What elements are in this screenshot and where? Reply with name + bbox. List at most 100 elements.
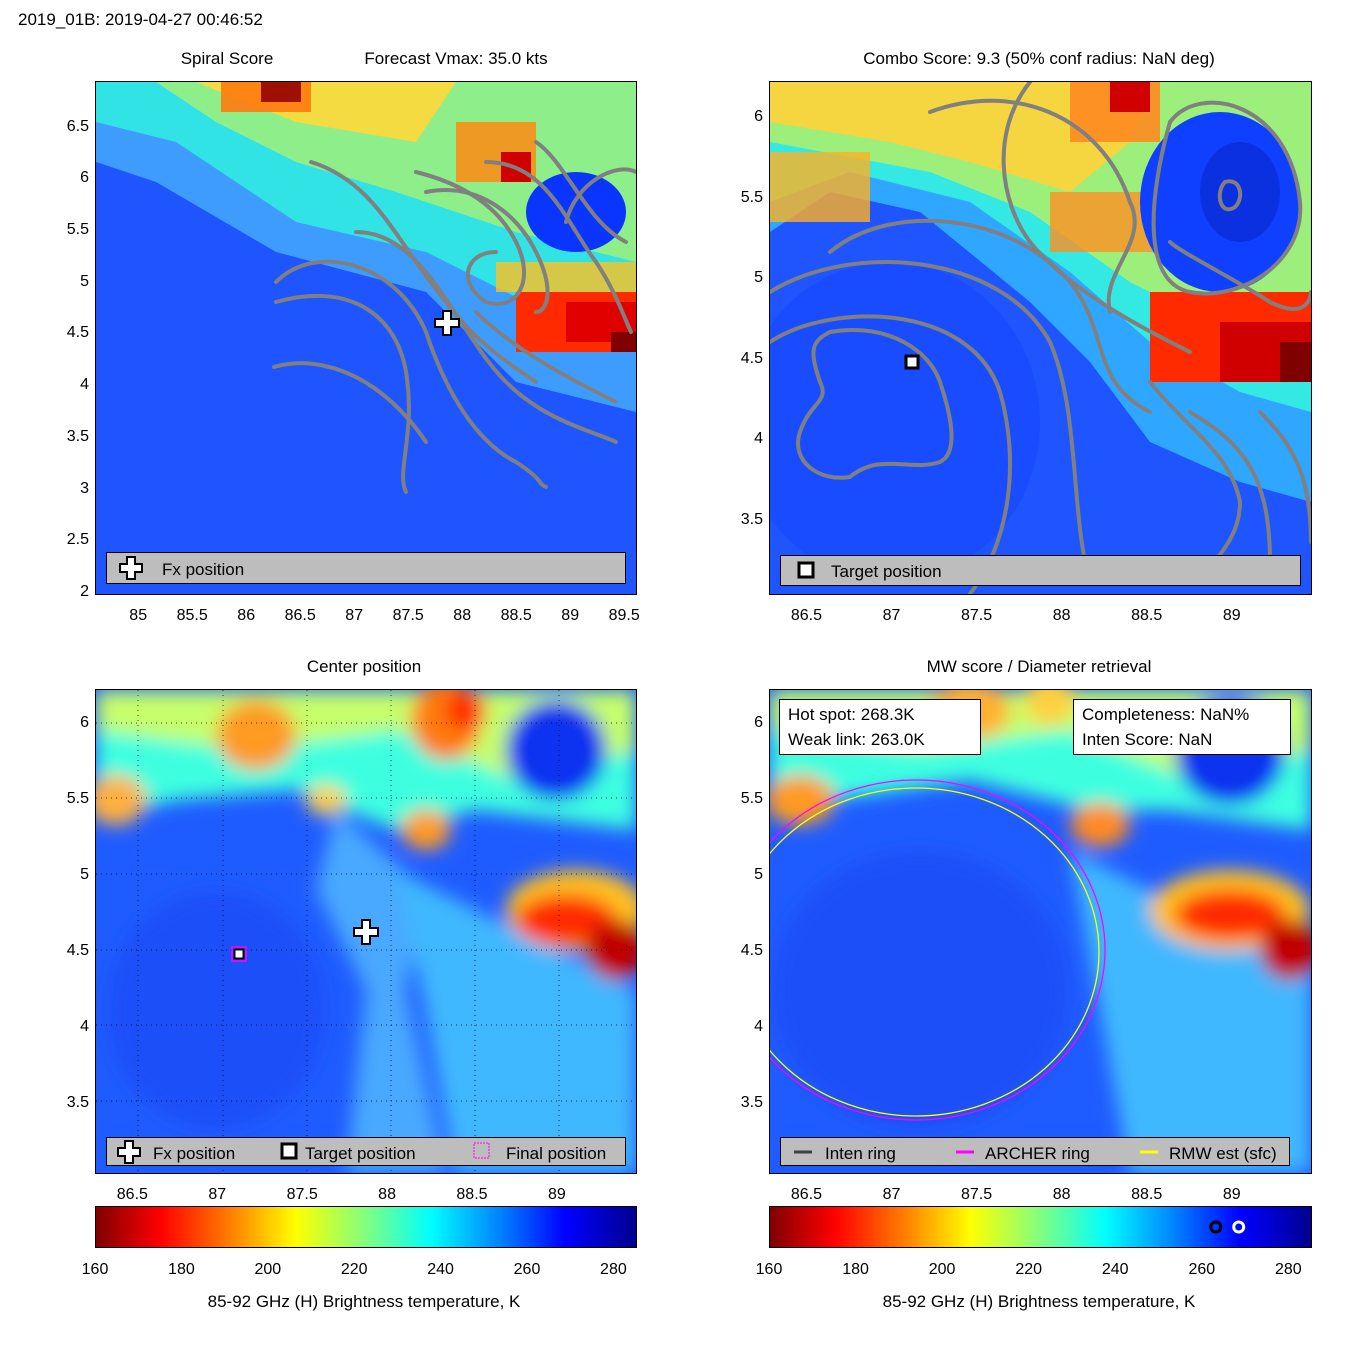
combo-x-tick: 88 <box>1052 607 1071 624</box>
archer-ring <box>770 779 1106 1121</box>
colorbar-left-label: 85-92 GHz (H) Brightness temperature, K <box>207 1292 521 1311</box>
mw-y-tick: 5 <box>754 865 763 883</box>
colorbar-right <box>769 1206 1312 1248</box>
mw-plot-area: Hot spot: 268.3K Weak link: 263.0K Compl… <box>769 689 1312 1174</box>
spiral-y-tick: 5 <box>80 272 89 290</box>
spiral-x-tick: 87.5 <box>392 607 424 624</box>
colorbar-tick: 200 <box>928 1261 956 1278</box>
target-position-marker <box>904 354 920 370</box>
spiral-x-tick: 85.5 <box>176 607 208 624</box>
mw-y-tick: 4 <box>754 1017 763 1035</box>
colorbar-tick: 180 <box>842 1261 869 1278</box>
spiral-x-tick: 88 <box>453 607 472 624</box>
combo-y-tick: 5.5 <box>740 188 763 206</box>
weak-link-marker <box>1209 1220 1223 1234</box>
colorbar-tick: 240 <box>1101 1261 1129 1278</box>
combo-y-tick: 5 <box>754 269 763 287</box>
combo-legend-target-label: Target position <box>831 562 942 581</box>
center-grid <box>96 690 636 1173</box>
center-legend-fx-label: Fx position <box>153 1144 236 1163</box>
mw-y-tick: 3.5 <box>740 1093 763 1111</box>
spiral-x-tick: 86 <box>237 607 256 624</box>
spiral-plot-area: Fx position <box>95 81 637 595</box>
combo-x-tick: 86.5 <box>790 607 822 624</box>
mw-legend-inten-label: Inten ring <box>825 1144 896 1163</box>
spiral-y-tick: 5.5 <box>66 220 89 238</box>
completeness-text: Completeness: NaN% <box>1082 705 1250 724</box>
spiral-y-tick: 3.5 <box>66 427 89 445</box>
colorbar-tick: 280 <box>600 1261 627 1278</box>
spiral-y-tick: 4.5 <box>66 324 89 342</box>
combo-x-tick: 89 <box>1222 607 1241 624</box>
spiral-legend: Fx position <box>106 552 626 584</box>
mw-x-tick: 87 <box>882 1186 901 1203</box>
hot-spot-marker <box>1232 1220 1246 1234</box>
archer-ring-line-icon <box>956 1150 974 1154</box>
combo-y-tick: 3.5 <box>740 510 763 528</box>
square-icon <box>280 1142 298 1160</box>
spiral-x-tick: 87 <box>345 607 364 624</box>
spiral-title-right: Forecast Vmax: 35.0 kts <box>364 49 548 68</box>
spiral-x-tick: 85 <box>129 607 148 624</box>
center-x-tick: 89 <box>547 1186 566 1203</box>
hot-spot-text: Hot spot: 268.3K <box>788 705 915 724</box>
mw-x-tick: 89 <box>1222 1186 1241 1203</box>
center-y-tick: 5 <box>80 865 89 883</box>
mw-legend-rmw-label: RMW est (sfc) <box>1169 1144 1277 1163</box>
cross-icon <box>117 1140 141 1164</box>
combo-y-tick: 4 <box>754 430 763 448</box>
target-position-marker <box>233 948 245 960</box>
center-x-tick: 87 <box>208 1186 227 1203</box>
final-position-marker <box>231 946 247 962</box>
spiral-field <box>96 82 636 594</box>
colorbar-tick: 220 <box>1015 1261 1043 1278</box>
center-y-tick: 3.5 <box>66 1093 89 1111</box>
center-y-tick: 4 <box>80 1017 89 1035</box>
center-legend-target-label: Target position <box>305 1144 416 1163</box>
colorbar-tick: 180 <box>168 1261 195 1278</box>
center-x-tick: 88.5 <box>456 1186 488 1203</box>
colorbar-tick: 160 <box>755 1261 783 1278</box>
colorbar-tick: 220 <box>340 1261 368 1278</box>
center-y-tick: 4.5 <box>66 941 89 959</box>
mw-y-tick: 5.5 <box>740 789 763 807</box>
mw-hot-weak-box: Hot spot: 268.3K Weak link: 263.0K <box>779 699 981 755</box>
square-outline-icon <box>473 1142 490 1159</box>
fx-position-marker <box>434 310 460 336</box>
center-x-tick: 87.5 <box>286 1186 318 1203</box>
spiral-y-tick: 2 <box>80 583 89 600</box>
combo-x-tick: 87.5 <box>960 607 993 624</box>
inten-score-text: Inten Score: NaN <box>1082 730 1213 749</box>
combo-y-tick: 4.5 <box>740 349 763 367</box>
colorbar-right-label: 85-92 GHz (H) Brightness temperature, K <box>882 1292 1196 1311</box>
center-y-tick: 5.5 <box>66 789 89 807</box>
mw-legend: Inten ring ARCHER ring RMW est (sfc) <box>780 1137 1290 1166</box>
spiral-y-tick: 4 <box>80 376 89 394</box>
rmw-line-icon <box>1140 1150 1158 1154</box>
spiral-y-tick: 6 <box>80 169 89 187</box>
spiral-y-tick: 3 <box>80 479 89 497</box>
colorbar-tick: 240 <box>427 1261 454 1278</box>
colorbar-tick: 200 <box>254 1261 282 1278</box>
center-legend: Fx position Target position Final positi… <box>106 1137 626 1166</box>
spiral-y-tick: 6.5 <box>66 117 89 135</box>
combo-y-tick: 6 <box>754 108 763 126</box>
mw-x-tick: 88.5 <box>1131 1186 1163 1203</box>
mw-legend-archer-label: ARCHER ring <box>985 1144 1090 1163</box>
fx-position-marker <box>353 919 379 945</box>
center-y-tick: 6 <box>80 713 89 731</box>
spiral-x-tick: 89.5 <box>608 607 640 624</box>
spiral-x-tick: 89 <box>561 607 580 624</box>
weak-link-text: Weak link: 263.0K <box>788 730 925 749</box>
combo-field <box>770 82 1311 594</box>
combo-x-tick: 87 <box>882 607 901 624</box>
inten-ring-line-icon <box>794 1150 812 1154</box>
cross-icon <box>119 556 143 580</box>
mw-y-tick: 4.5 <box>740 941 763 959</box>
square-icon <box>797 561 815 579</box>
spiral-legend-fx-label: Fx position <box>162 560 245 579</box>
mw-title: MW score / Diameter retrieval <box>926 657 1152 676</box>
spiral-x-tick: 86.5 <box>284 607 316 624</box>
combo-x-tick: 88.5 <box>1131 607 1163 624</box>
colorbar-tick: 280 <box>1275 1261 1302 1278</box>
